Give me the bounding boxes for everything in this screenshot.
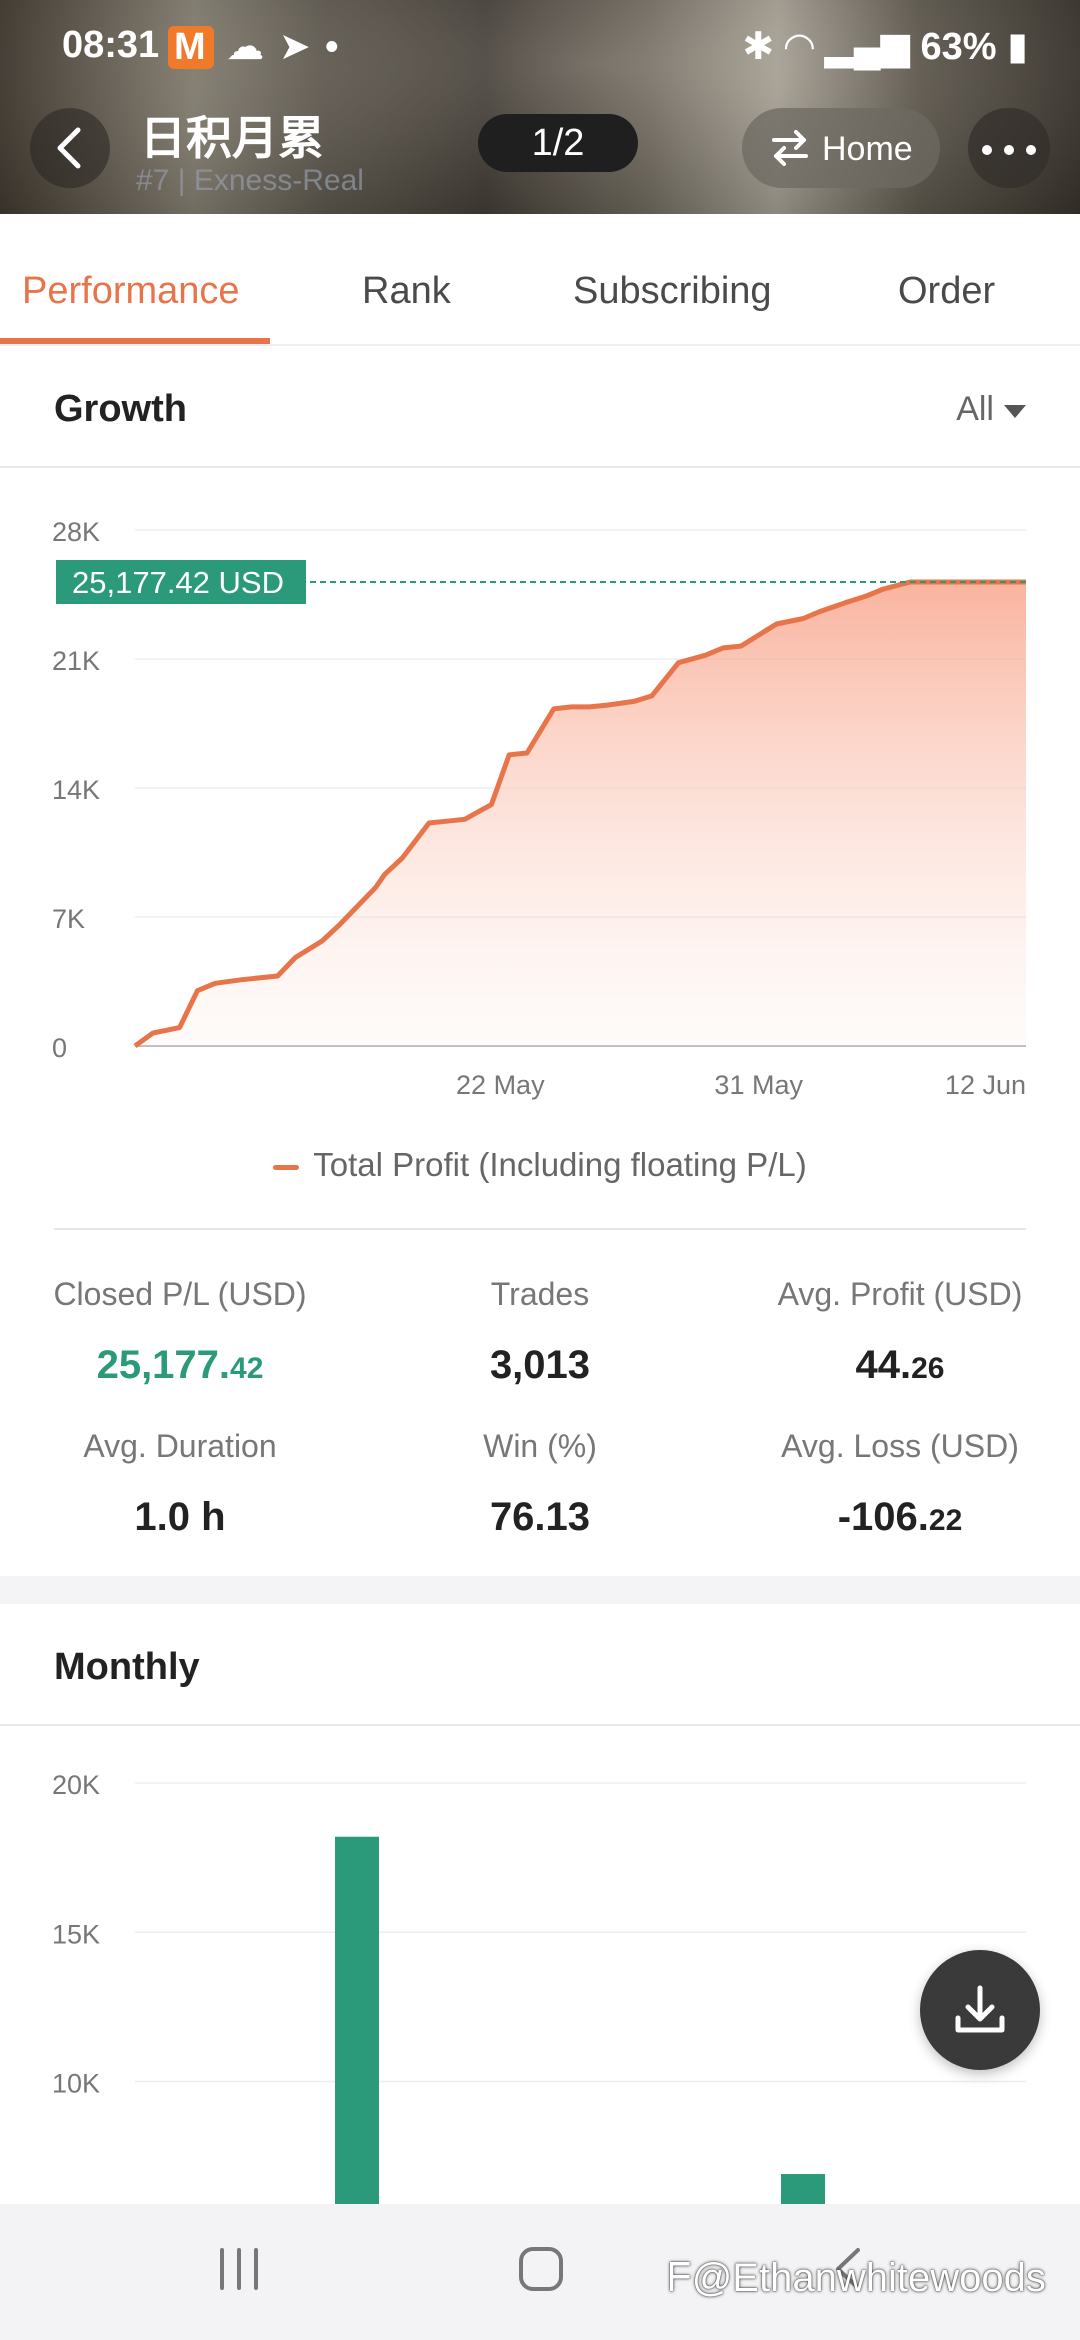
divider [54, 1228, 1026, 1230]
back-button[interactable] [30, 108, 110, 188]
stat-value: 25,177.42 [96, 1343, 264, 1387]
stat-win: Win (%) 76.13 [360, 1428, 720, 1540]
stat-value: 3,013 [489, 1343, 591, 1387]
status-right: ✱ ◠ ▂▄▆ 63% ▮ [742, 24, 1028, 69]
notification-icons: M ☁ ➤ • [168, 24, 340, 69]
tab-subscribing[interactable]: Subscribing [573, 270, 772, 312]
status-time: 08:31 [62, 24, 160, 66]
battery-icon: ▮ [1007, 26, 1028, 68]
stat-label: Trades [490, 1276, 590, 1312]
tab-bar: Performance Rank Subscribing Order [0, 214, 1080, 346]
range-value: All [956, 390, 994, 428]
growth-header: Growth All [0, 346, 1080, 468]
stat-avg-duration: Avg. Duration 1.0 h [0, 1428, 360, 1540]
strategy-title: 日积月累 [140, 112, 324, 164]
growth-title: Growth [54, 388, 187, 430]
download-icon [955, 1985, 1005, 2033]
y-tick-label: 0 [52, 1033, 67, 1063]
home-icon[interactable] [516, 2244, 566, 2294]
stat-label: Avg. Duration [83, 1428, 277, 1464]
monthly-chart: 20K15K10K5K [52, 1770, 1026, 2204]
stat-value: 76.13 [489, 1495, 591, 1539]
stat-value: -106.22 [837, 1495, 963, 1539]
more-button[interactable] [968, 108, 1050, 188]
stat-label: Win (%) [483, 1428, 597, 1464]
monthly-header: Monthly [0, 1604, 1080, 1726]
download-button[interactable] [920, 1950, 1040, 2070]
home-button-label: Home [822, 130, 913, 168]
monthly-bar [781, 2174, 825, 2204]
stat-avg-loss: Avg. Loss (USD) -106.22 [720, 1428, 1080, 1540]
monthly-bar [335, 1836, 379, 2204]
active-tab-indicator [0, 338, 270, 344]
stat-trades: Trades 3,013 [360, 1276, 720, 1388]
stat-closed-pl: Closed P/L (USD) 25,177.42 [0, 1276, 360, 1388]
stat-value: 44.26 [855, 1343, 945, 1387]
stat-value: 1.0 h [134, 1495, 226, 1539]
growth-chart: 28K 21K 14K 7K 0 22 May 31 May 12 Jun 25,177.4… [52, 517, 1026, 1100]
range-selector[interactable]: All [956, 390, 1026, 429]
recent-apps-icon[interactable] [214, 2244, 264, 2294]
stat-label: Avg. Profit (USD) [777, 1276, 1023, 1312]
y-tick-label: 28K [52, 517, 100, 547]
rank-tag: #7 [136, 164, 170, 197]
y-tick-label: 20K [52, 1770, 100, 1800]
tab-performance[interactable]: Performance [22, 270, 240, 312]
chevron-left-icon [57, 127, 81, 169]
y-tick-label: 10K [52, 2069, 100, 2099]
x-tick-label: 22 May [456, 1070, 545, 1100]
bluetooth-icon: ✱ [742, 26, 775, 68]
monthly-title: Monthly [54, 1646, 200, 1688]
y-tick-label: 7K [52, 904, 85, 934]
broker-name: Exness-Real [193, 164, 364, 197]
y-tick-label: 14K [52, 775, 100, 805]
tab-order[interactable]: Order [898, 270, 996, 312]
swap-icon [772, 130, 808, 166]
legend-label: Total Profit (Including floating P/L) [313, 1146, 807, 1183]
caret-down-icon [1004, 404, 1026, 418]
current-value-label: 25,177.42 USD [72, 565, 284, 600]
chart-legend: Total Profit (Including floating P/L) [0, 1146, 1080, 1184]
battery-level: 63% [920, 26, 997, 68]
section-gap [0, 1576, 1080, 1604]
app-header: 08:31 M ☁ ➤ • ✱ ◠ ▂▄▆ 63% ▮ 日积月累 #7 | Ex… [0, 0, 1080, 214]
page-indicator[interactable]: 1/2 [478, 114, 638, 172]
mail-icon: M [168, 26, 214, 69]
strategy-subtitle: #7 | Exness-Real [136, 164, 364, 197]
x-tick-label: 12 Jun [945, 1070, 1026, 1100]
stat-label: Avg. Loss (USD) [781, 1428, 1019, 1464]
signal-icon: ▂▄▆ [824, 26, 910, 68]
back-icon[interactable] [822, 2244, 872, 2294]
stat-label: Closed P/L (USD) [53, 1276, 307, 1312]
y-tick-label: 15K [52, 1919, 100, 1949]
y-tick-label: 21K [52, 646, 100, 676]
status-bar: 08:31 M ☁ ➤ • ✱ ◠ ▂▄▆ 63% ▮ [0, 18, 1080, 78]
wifi-icon: ◠ [784, 26, 814, 68]
system-nav-bar [0, 2204, 1080, 2340]
stat-avg-profit: Avg. Profit (USD) 44.26 [720, 1276, 1080, 1388]
growth-area [135, 582, 1026, 1046]
legend-swatch [273, 1164, 300, 1170]
growth-line [133, 579, 1026, 1049]
tab-rank[interactable]: Rank [362, 270, 451, 312]
header-row: 日积月累 #7 | Exness-Real 1/2 Home [0, 100, 1080, 210]
current-value-badge [56, 560, 306, 605]
watermark: ᖴ@Ethanwhitewoods [668, 2256, 1046, 2300]
home-button[interactable]: Home [742, 108, 940, 188]
x-tick-label: 31 May [714, 1070, 803, 1100]
